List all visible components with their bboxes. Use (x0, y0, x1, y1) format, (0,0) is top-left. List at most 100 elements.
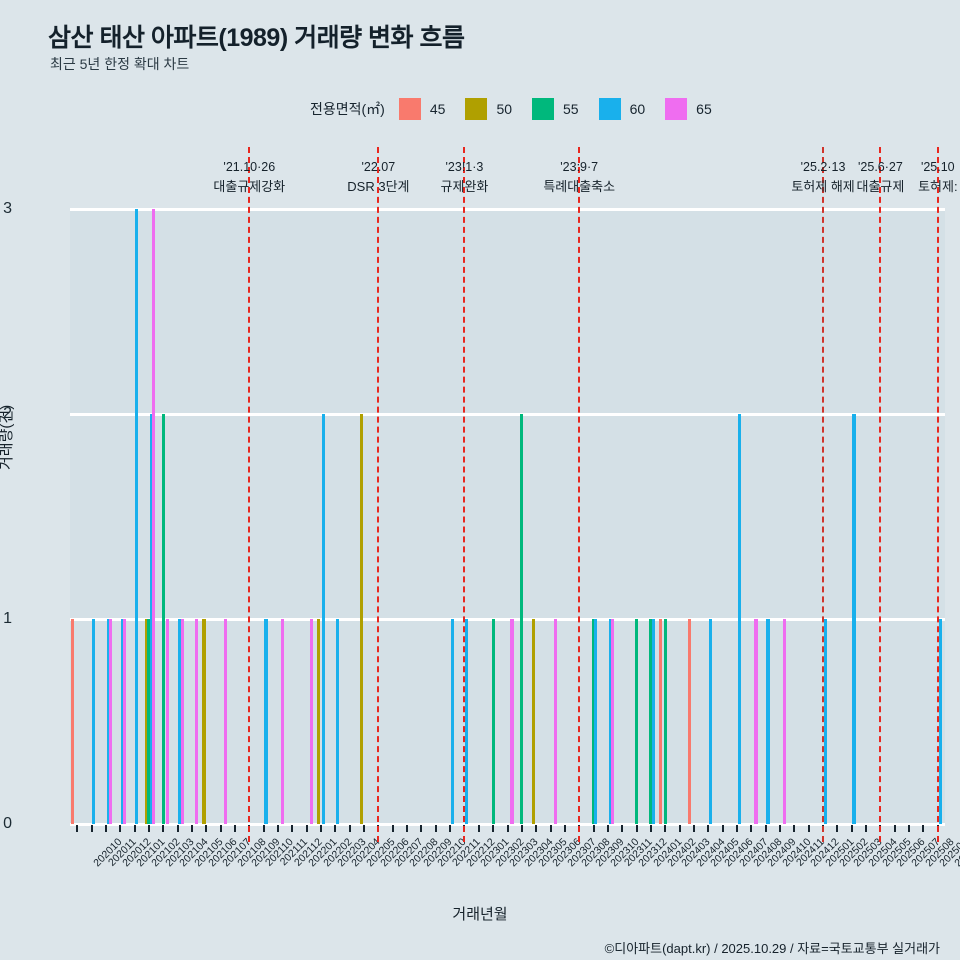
event-marker-line (377, 147, 380, 842)
bar[interactable] (510, 619, 514, 824)
bar[interactable] (151, 209, 156, 824)
bar[interactable] (120, 619, 125, 824)
bar[interactable] (360, 414, 364, 824)
x-tick-mark (434, 825, 437, 832)
x-tick-mark (176, 825, 179, 832)
event-annotation-text: 대출규제 (856, 179, 905, 195)
legend-swatch-icon (598, 98, 621, 120)
bar[interactable] (608, 619, 612, 824)
page-subtitle: 최근 5년 한정 확대 차트 (50, 56, 190, 72)
y-tick-label: 2 (3, 405, 12, 422)
bar[interactable] (70, 619, 75, 824)
bar[interactable] (594, 619, 598, 824)
bar[interactable] (317, 619, 321, 824)
bar[interactable] (737, 414, 741, 824)
bar[interactable] (450, 619, 454, 824)
bar[interactable] (520, 414, 524, 824)
bar[interactable] (783, 619, 787, 824)
legend-item-65[interactable]: 65 (665, 98, 726, 120)
bar[interactable] (651, 619, 655, 824)
event-annotation-text: DSR 3단계 (347, 179, 410, 195)
bar[interactable] (223, 619, 227, 824)
bar[interactable] (659, 619, 663, 824)
bar[interactable] (591, 619, 596, 824)
bar[interactable] (491, 619, 495, 824)
bar[interactable] (610, 619, 615, 824)
event-annotation-date: '23!1·3 (445, 160, 484, 174)
legend-item-45[interactable]: 45 (398, 98, 460, 120)
x-tick-mark (305, 825, 308, 832)
legend-swatch-icon (398, 98, 421, 120)
x-tick-mark (606, 825, 609, 832)
bar[interactable] (106, 619, 110, 824)
bar[interactable] (264, 619, 268, 824)
legend-title: 전용면적(㎡) (310, 101, 385, 117)
x-tick-mark (162, 825, 165, 832)
gridline-3 (70, 207, 945, 211)
bar[interactable] (938, 619, 942, 824)
bar[interactable] (178, 619, 182, 824)
bar[interactable] (465, 619, 469, 824)
bar[interactable] (553, 619, 557, 824)
bar[interactable] (135, 209, 139, 824)
x-tick-mark (506, 825, 509, 832)
bar[interactable] (634, 619, 639, 824)
x-tick-mark (736, 825, 738, 832)
bar[interactable] (92, 619, 96, 824)
legend-swatch-icon (465, 98, 488, 120)
bar[interactable] (321, 414, 325, 824)
bar[interactable] (852, 414, 856, 824)
event-marker-line (822, 147, 825, 842)
bar[interactable] (147, 619, 151, 824)
bar[interactable] (754, 619, 758, 824)
x-tick-mark (692, 825, 695, 832)
bar[interactable] (149, 414, 153, 824)
bar[interactable] (532, 619, 536, 824)
x-tick-mark (779, 825, 782, 832)
x-tick-mark (205, 825, 208, 832)
event-annotation-date: '23:9·7 (560, 160, 599, 174)
bar[interactable] (709, 619, 713, 824)
bar[interactable] (663, 619, 667, 824)
x-tick-mark (707, 825, 710, 832)
bar[interactable] (649, 619, 653, 824)
legend-item-50[interactable]: 50 (465, 98, 526, 120)
gridline-1 (70, 617, 945, 621)
event-annotation-text: 토허제: (918, 179, 958, 195)
bar[interactable] (123, 619, 127, 824)
bar[interactable] (823, 619, 827, 824)
x-tick-mark (276, 825, 279, 832)
bar[interactable] (161, 414, 165, 824)
legend-item-55[interactable]: 55 (532, 98, 593, 120)
event-annotation: '23:9·7 특례대출축소 (543, 158, 615, 198)
x-tick-mark (90, 825, 93, 832)
bar[interactable] (108, 619, 113, 824)
x-tick-mark (836, 825, 839, 832)
bar[interactable] (336, 619, 340, 824)
bar[interactable] (766, 619, 770, 824)
bar[interactable] (280, 619, 285, 824)
bar[interactable] (194, 619, 199, 824)
legend-label: 60 (629, 101, 646, 117)
bar[interactable] (180, 619, 184, 824)
event-marker-line (578, 147, 581, 842)
event-annotation: '25.10 토허제: (918, 158, 958, 198)
legend-item-60[interactable]: 60 (598, 98, 660, 120)
event-annotation-text: 토허제 해제 (791, 179, 855, 195)
x-tick-mark (721, 825, 724, 832)
x-tick-mark (492, 825, 495, 832)
x-axis-title: 거래년월 (452, 906, 508, 923)
bar[interactable] (166, 619, 170, 824)
bar[interactable] (202, 619, 206, 824)
bar[interactable] (144, 619, 149, 824)
x-tick-mark (764, 825, 767, 832)
legend-label: 45 (429, 101, 446, 117)
x-tick-mark (922, 825, 925, 832)
x-tick-mark (363, 825, 366, 832)
x-tick-mark (850, 825, 853, 832)
event-annotation-text: 특례대출축소 (543, 179, 616, 195)
x-tick-mark (563, 825, 566, 832)
bar[interactable] (309, 619, 313, 824)
bar[interactable] (687, 619, 691, 824)
